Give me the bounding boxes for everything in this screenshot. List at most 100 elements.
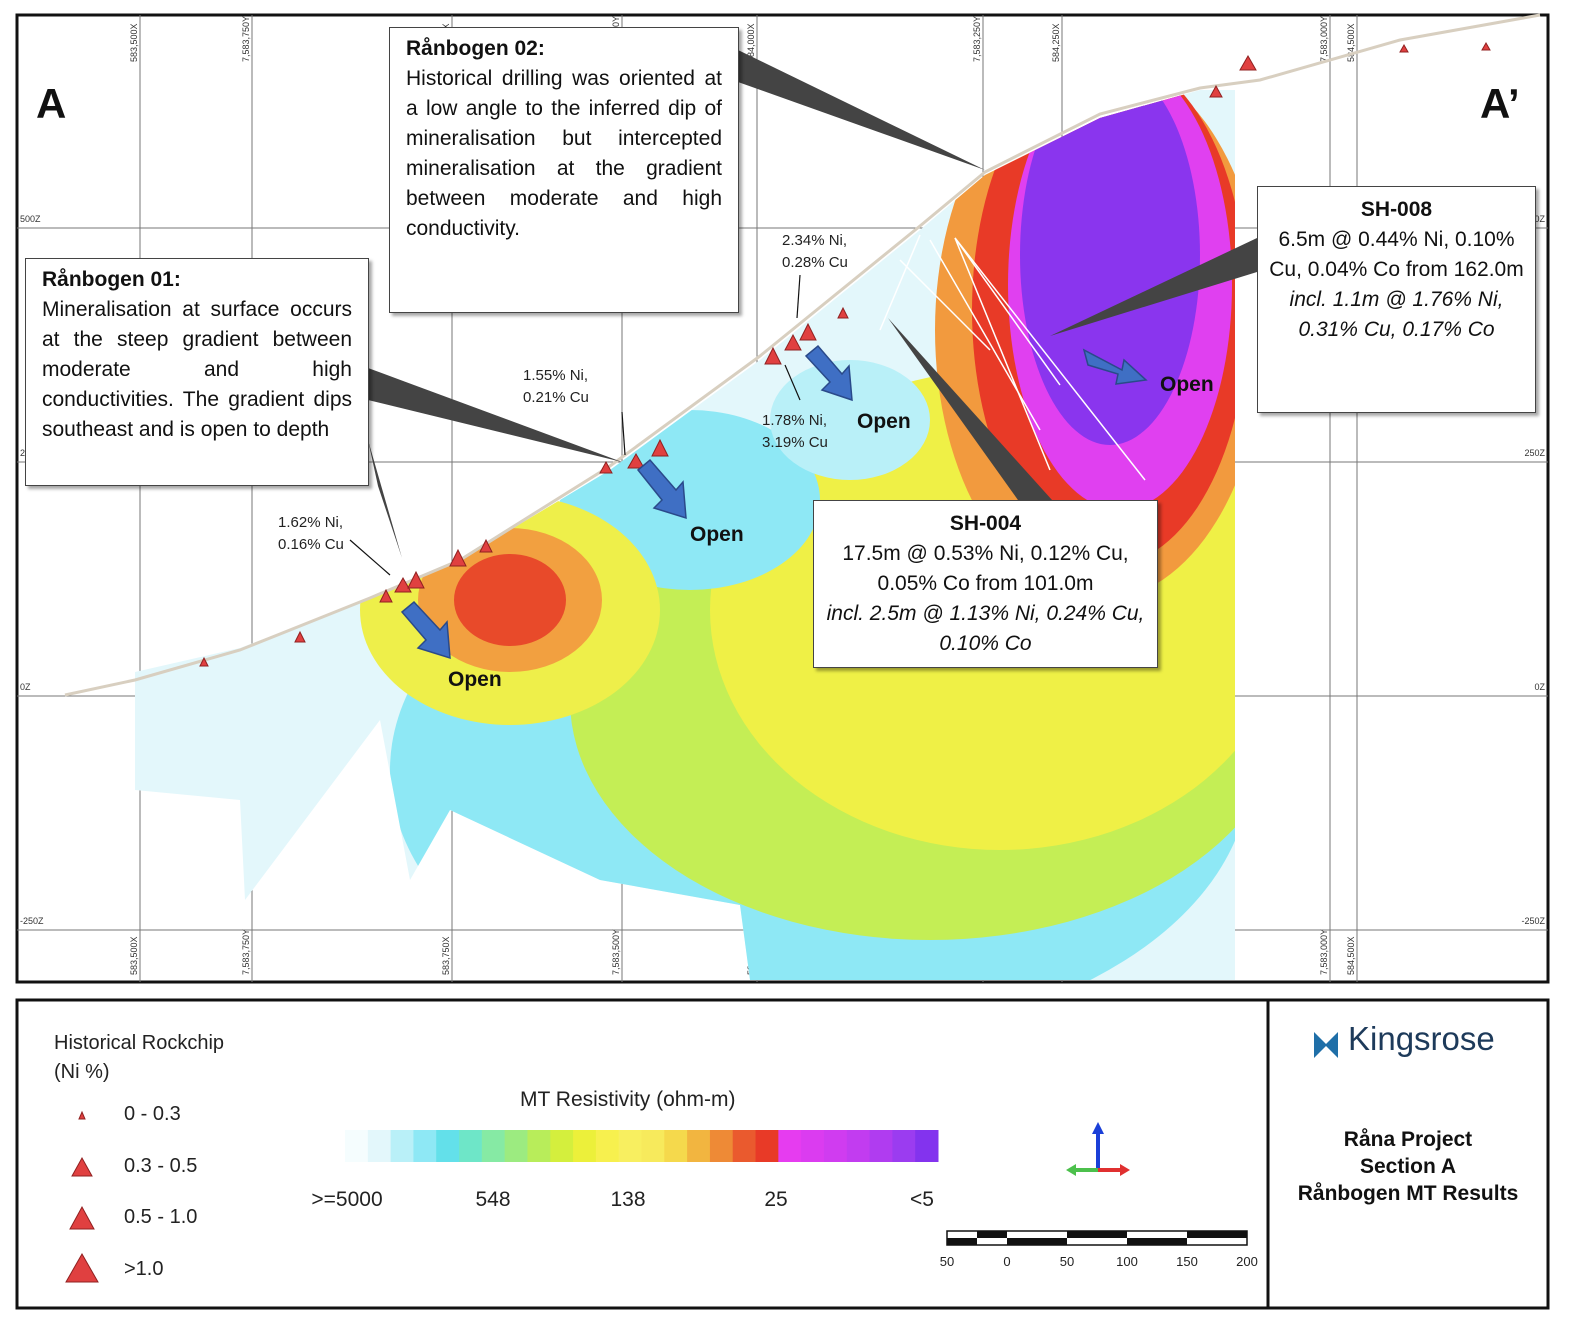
colorbar-swatch (527, 1130, 551, 1162)
grid-label: 583,750X (441, 936, 451, 975)
grid-label: 7,583,250Y (972, 16, 982, 62)
grid-label: 583,500X (129, 936, 139, 975)
colorbar-swatch (687, 1130, 711, 1162)
grid-label: 500Z (20, 214, 41, 224)
colorbar-swatch (801, 1130, 825, 1162)
colorbar-swatch (367, 1130, 392, 1162)
colorbar-swatch (915, 1130, 939, 1162)
scale-label: 50 (939, 1254, 955, 1269)
colorbar-label: <5 (910, 1188, 934, 1211)
colorbar-swatch (618, 1130, 642, 1162)
assay-leaders (349, 274, 801, 576)
callout-text: incl. 1.1m @ 1.76% Ni, 0.31% Cu, 0.17% C… (1289, 288, 1504, 341)
grid-label: 7,583,750Y (241, 929, 251, 975)
colorbar-swatch (823, 1130, 848, 1162)
callout-title: SH-004 (949, 512, 1022, 535)
open-label: Open (448, 668, 502, 691)
colorbar-swatch (664, 1130, 688, 1162)
colorbar-label: >=5000 (311, 1188, 383, 1211)
grid-label: 7,583,000Y (1319, 16, 1329, 62)
callout-ranbogen-01: Rånbogen 01: Mineralisation at surface o… (25, 258, 369, 486)
assay-ni: 1.62% Ni, (278, 514, 344, 531)
callout-text: Mineralisation at surface occurs at the … (42, 298, 352, 441)
colorbar-swatch (390, 1130, 414, 1162)
colorbar-swatch (709, 1130, 734, 1162)
callout-pointers (368, 50, 1257, 558)
callout-text: 6.5m @ 0.44% Ni, 0.10% Cu, 0.04% Co from… (1269, 228, 1524, 281)
colorbar-swatch (550, 1130, 574, 1162)
assay-cu: 0.28% Cu (782, 254, 848, 271)
rockchip-samples (199, 41, 1491, 667)
assay-ni: 1.78% Ni, (762, 412, 828, 429)
colorbar-label: 548 (475, 1188, 511, 1211)
callout-ranbogen-02: Rånbogen 02: Historical drilling was ori… (389, 27, 739, 313)
colorbar-swatch (869, 1130, 893, 1162)
callout-text: incl. 2.5m @ 1.13% Ni, 0.24% Cu, 0.10% C… (826, 602, 1145, 655)
open-arrows (400, 344, 1148, 660)
colorbar-swatch (504, 1130, 528, 1162)
scale-label: 100 (1116, 1254, 1138, 1269)
grid-label: 7,583,000Y (1319, 929, 1329, 975)
scale-label: 200 (1236, 1254, 1258, 1269)
colorbar-swatch (732, 1130, 757, 1162)
callout-title: Rånbogen 02: (406, 37, 545, 60)
colorbar-label: 25 (764, 1188, 788, 1211)
grid-label: 584,000X (746, 23, 756, 62)
rockchip-symbols (65, 1110, 99, 1283)
orientation-axes (1066, 1122, 1130, 1176)
grid-label: 583,500X (129, 23, 139, 62)
rockchip-unit: (Ni %) (54, 1061, 110, 1083)
title-line: Rånbogen MT Results (1297, 1182, 1519, 1205)
topography (64, 13, 1541, 697)
colorbar-swatch (413, 1130, 437, 1162)
grid-label: -250Z (1521, 916, 1545, 926)
rockchip-class: 0 - 0.3 (124, 1103, 181, 1125)
scale-label: 50 (1059, 1254, 1075, 1269)
callout-title: Rånbogen 01: (42, 268, 181, 291)
title-line: Section A (1359, 1155, 1457, 1178)
callout-sh-008: SH-008 6.5m @ 0.44% Ni, 0.10% Cu, 0.04% … (1257, 186, 1536, 413)
logo-icon (1314, 1032, 1338, 1058)
scale-label: 150 (1176, 1254, 1198, 1269)
grid-label: 7,583,750Y (241, 16, 251, 62)
section-start: A (36, 80, 67, 127)
open-label: Open (690, 523, 744, 546)
assay-cu: 3.19% Cu (762, 434, 828, 451)
section-end: A’ (1480, 80, 1520, 127)
assay-ni: 2.34% Ni, (782, 232, 848, 249)
logo-text: Kingsrose (1348, 1020, 1495, 1057)
grid-label: 7,583,500Y (611, 929, 621, 975)
rockchip-class: >1.0 (124, 1257, 164, 1280)
colorbar-swatch (641, 1130, 665, 1162)
grid-label: 0Z (20, 682, 31, 692)
colorbar-swatch (436, 1130, 460, 1162)
title-line: Råna Project (1343, 1128, 1473, 1151)
rockchip-title: Historical Rockchip (54, 1032, 225, 1054)
callout-text: 17.5m @ 0.53% Ni, 0.12% Cu, 0.05% Co fro… (842, 542, 1129, 595)
assay-cu: 0.16% Cu (278, 536, 344, 553)
grid-label: 0Z (1534, 682, 1545, 692)
colorbar-swatch (892, 1130, 916, 1162)
colorbar-swatch (595, 1130, 620, 1162)
scale-bar (946, 1230, 1248, 1246)
colorbar-swatch (459, 1130, 483, 1162)
resistivity-title: MT Resistivity (ohm-m) (520, 1088, 736, 1111)
rockchip-class: 0.3 - 0.5 (124, 1154, 198, 1177)
colorbar-swatch (481, 1130, 506, 1162)
colorbar-swatch (573, 1130, 597, 1162)
assay-cu: 0.21% Cu (523, 389, 589, 406)
open-label: Open (1160, 373, 1214, 396)
grid-label: 584,500X (1346, 23, 1356, 62)
grid-label: 250Z (1524, 448, 1545, 458)
colorbar-label: 138 (610, 1188, 646, 1211)
colorbar-swatch (755, 1130, 779, 1162)
scale-label: 0 (1003, 1254, 1011, 1269)
open-label: Open (857, 410, 911, 433)
colorbar (345, 1130, 939, 1162)
grid-label: 584,250X (1051, 23, 1061, 62)
colorbar-swatch (345, 1130, 369, 1162)
callout-sh-004: SH-004 17.5m @ 0.53% Ni, 0.12% Cu, 0.05%… (813, 500, 1158, 668)
assay-ni: 1.55% Ni, (523, 367, 589, 384)
